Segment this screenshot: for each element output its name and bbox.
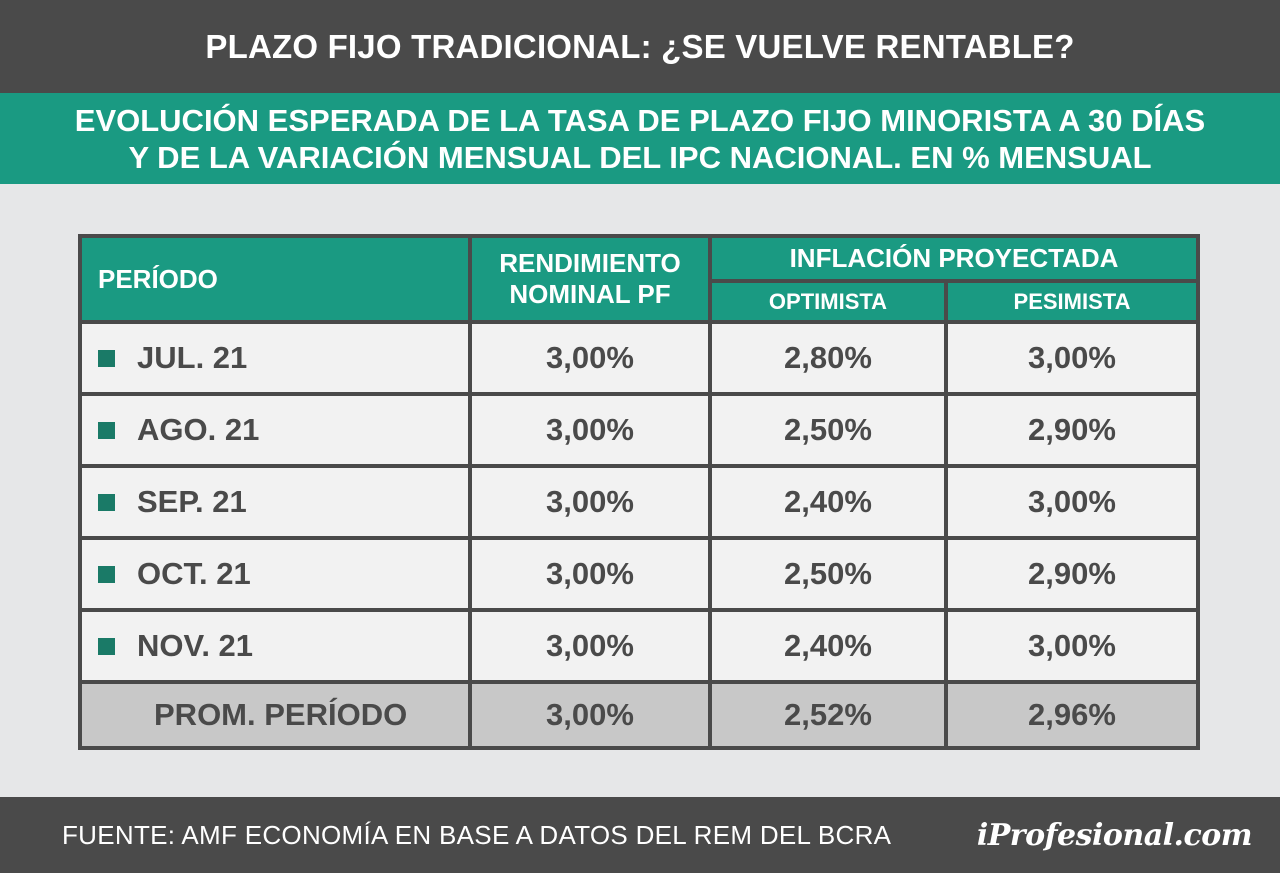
cell-period: JUL. 21 — [82, 324, 468, 392]
row-bullet-icon — [98, 421, 115, 439]
period-label: SEP. 21 — [137, 484, 247, 519]
cell-period: NOV. 21 — [82, 612, 468, 680]
data-table: PERÍODO RENDIMIENTO NOMINAL PF INFLACIÓN… — [78, 234, 1200, 750]
period-label: AGO. 21 — [137, 412, 260, 447]
row-bullet-icon — [98, 565, 115, 583]
avg-cell-period: PROM. PERÍODO — [82, 684, 468, 746]
row-bullet-icon — [98, 637, 115, 655]
header-inflacion-proyectada: INFLACIÓN PROYECTADA — [712, 238, 1196, 279]
avg-cell-rendimiento: 3,00% — [472, 684, 708, 746]
cell-rendimiento: 3,00% — [472, 540, 708, 608]
header-rendimiento: RENDIMIENTO NOMINAL PF — [472, 238, 708, 320]
cell-rendimiento: 3,00% — [472, 324, 708, 392]
period-label: NOV. 21 — [137, 628, 254, 663]
footer: FUENTE: AMF ECONOMÍA EN BASE A DATOS DEL… — [0, 797, 1280, 873]
period-label: JUL. 21 — [137, 340, 248, 375]
cell-period: OCT. 21 — [82, 540, 468, 608]
header-period: PERÍODO — [82, 238, 468, 320]
iprofesional-logo: iProfesional.com — [976, 817, 1253, 853]
chart-subtitle: EVOLUCIÓN ESPERADA DE LA TASA DE PLAZO F… — [0, 93, 1280, 184]
cell-pesimista: 2,90% — [948, 396, 1196, 464]
chart-title: PLAZO FIJO TRADICIONAL: ¿SE VUELVE RENTA… — [0, 0, 1280, 93]
cell-period: SEP. 21 — [82, 468, 468, 536]
cell-optimista: 2,40% — [712, 612, 944, 680]
average-label: PROM. PERÍODO — [154, 697, 408, 732]
avg-cell-pesimista: 2,96% — [948, 684, 1196, 746]
cell-rendimiento: 3,00% — [472, 468, 708, 536]
cell-optimista: 2,40% — [712, 468, 944, 536]
cell-rendimiento: 3,00% — [472, 396, 708, 464]
cell-optimista: 2,80% — [712, 324, 944, 392]
cell-pesimista: 3,00% — [948, 324, 1196, 392]
subtitle-line-1: EVOLUCIÓN ESPERADA DE LA TASA DE PLAZO F… — [74, 102, 1206, 138]
cell-optimista: 2,50% — [712, 396, 944, 464]
row-bullet-icon — [98, 349, 115, 367]
cell-optimista: 2,50% — [712, 540, 944, 608]
source-note: FUENTE: AMF ECONOMÍA EN BASE A DATOS DEL… — [62, 819, 892, 850]
header-rendimiento-line2: NOMINAL PF — [509, 279, 671, 309]
cell-rendimiento: 3,00% — [472, 612, 708, 680]
cell-pesimista: 2,90% — [948, 540, 1196, 608]
row-bullet-icon — [98, 493, 115, 511]
cell-pesimista: 3,00% — [948, 468, 1196, 536]
header-rendimiento-line1: RENDIMIENTO — [499, 248, 681, 278]
avg-cell-optimista: 2,52% — [712, 684, 944, 746]
cell-pesimista: 3,00% — [948, 612, 1196, 680]
header-pesimista: PESIMISTA — [948, 283, 1196, 320]
header-optimista: OPTIMISTA — [712, 283, 944, 320]
subtitle-line-2: Y DE LA VARIACIÓN MENSUAL DEL IPC NACION… — [128, 139, 1152, 175]
cell-period: AGO. 21 — [82, 396, 468, 464]
period-label: OCT. 21 — [137, 556, 251, 591]
